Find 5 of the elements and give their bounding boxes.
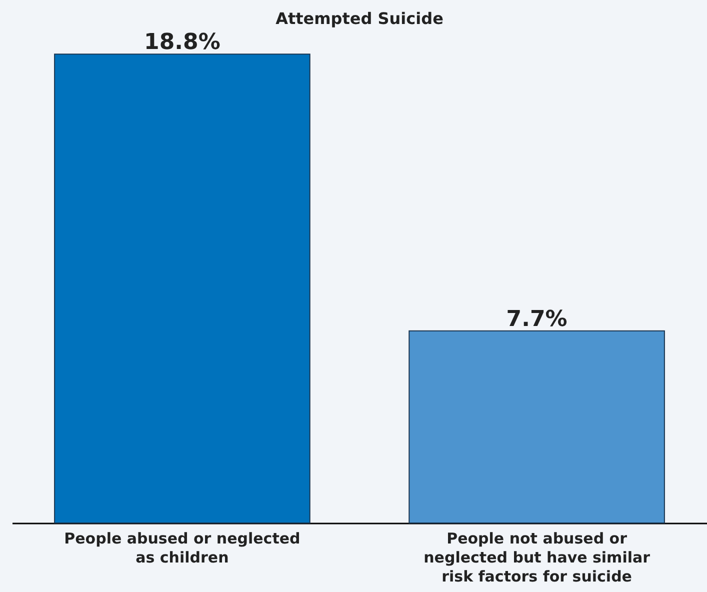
data-label: 18.8% xyxy=(144,30,220,56)
chart-title: Attempted Suicide xyxy=(276,9,444,28)
x-tick-label: People not abused or neglected but have similar risk factors for suicide xyxy=(424,530,651,586)
x-tick-label: People abused or neglected as children xyxy=(64,530,300,566)
data-label: 7.7% xyxy=(506,306,568,332)
